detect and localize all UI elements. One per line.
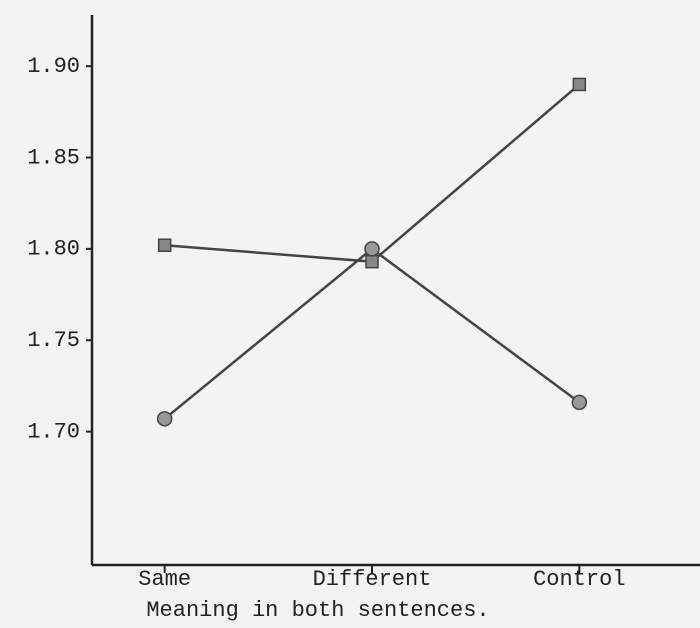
marker-circle <box>156 411 173 427</box>
marker-square <box>365 254 379 269</box>
x-tick-label: Same <box>138 567 191 592</box>
x-tick-label: Different <box>313 567 432 592</box>
y-tick-label: 1.75 <box>27 328 80 353</box>
series-line <box>164 83 581 263</box>
series-line <box>163 247 581 420</box>
y-tick-label: 1.80 <box>27 237 80 262</box>
x-tick-label: Control <box>533 567 625 592</box>
marker-circle <box>364 241 380 257</box>
y-tick-label: 1.90 <box>27 54 80 79</box>
marker-circle <box>571 394 588 411</box>
x-axis-label: Meaning in both sentences. <box>146 598 489 623</box>
marker-square <box>157 238 172 252</box>
y-tick-label: 1.85 <box>27 145 80 170</box>
marker-square <box>572 77 587 92</box>
y-tick-label: 1.70 <box>27 419 80 444</box>
